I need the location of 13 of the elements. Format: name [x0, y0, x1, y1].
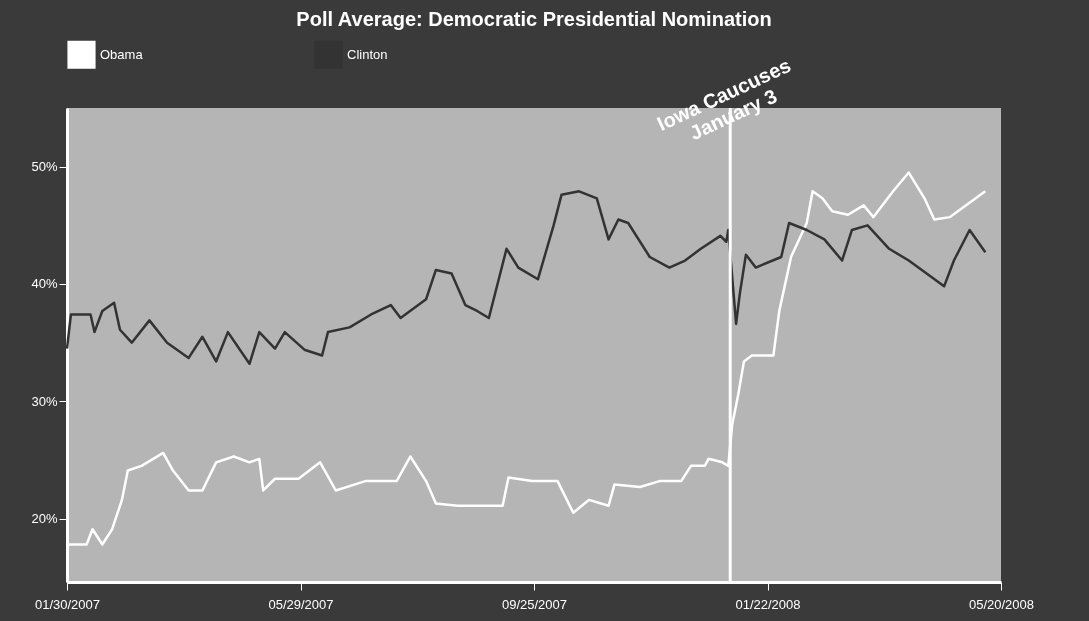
x-tick-label: 09/25/2007: [501, 596, 568, 612]
y-tick-label: 20%: [31, 511, 58, 527]
x-tick-label: 01/30/2007: [34, 596, 101, 612]
x-tick-label: 01/22/2008: [735, 596, 801, 612]
legend-label: Clinton: [347, 46, 388, 62]
legend-label: Obama: [100, 46, 144, 62]
x-tick-label: 05/20/2008: [968, 596, 1035, 612]
y-tick-label: 40%: [31, 276, 58, 292]
y-tick-label: 30%: [31, 393, 58, 409]
line-series: [65, 190, 987, 366]
y-tick-label: 50%: [31, 159, 58, 175]
chart-title: Poll Average: Democratic Presidential Nomination: [296, 8, 772, 30]
x-tick-label: 05/29/2007: [268, 596, 334, 612]
